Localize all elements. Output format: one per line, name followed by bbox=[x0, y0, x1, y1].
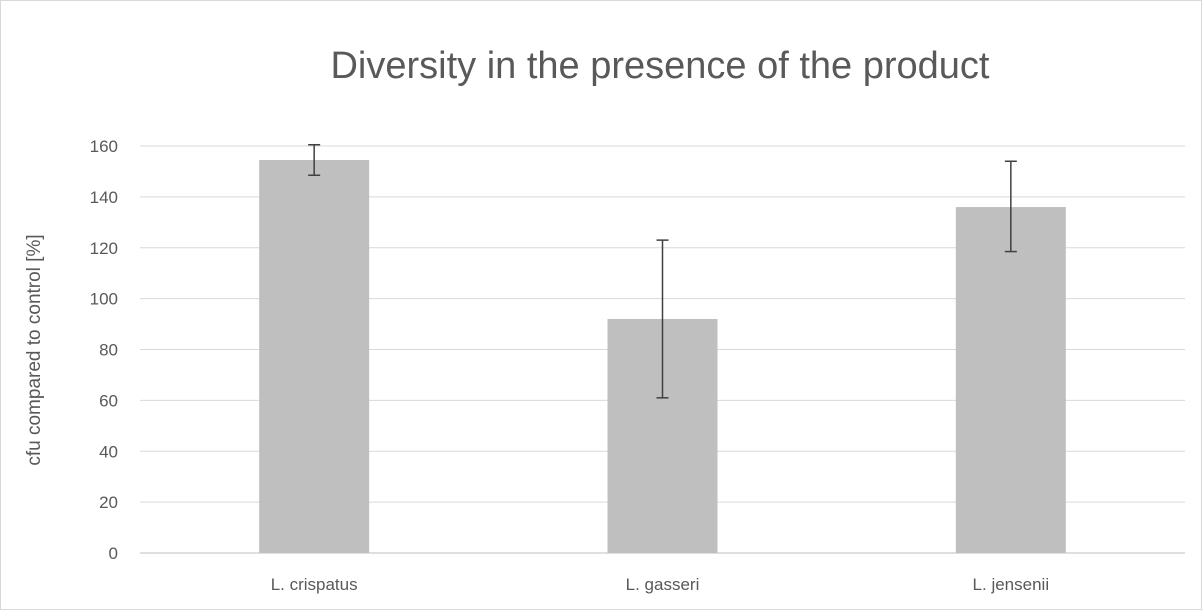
y-tick-label: 100 bbox=[90, 290, 118, 309]
y-tick-label: 60 bbox=[99, 391, 118, 410]
y-tick-label: 80 bbox=[99, 341, 118, 360]
x-tick-label: L. gasseri bbox=[626, 575, 700, 594]
y-tick-label: 160 bbox=[90, 137, 118, 156]
chart-title: Diversity in the presence of the product bbox=[330, 45, 989, 87]
x-tick-labels: L. crispatus L. gasseri L. jensenii bbox=[271, 575, 1049, 594]
y-tick-label: 140 bbox=[90, 188, 118, 207]
y-tick-label: 40 bbox=[99, 442, 118, 461]
error-bars bbox=[308, 143, 1017, 399]
bar bbox=[259, 159, 370, 553]
x-tick-label: L. crispatus bbox=[271, 575, 358, 594]
y-tick-label: 20 bbox=[99, 493, 118, 512]
y-axis-label: cfu compared to control [%] bbox=[24, 234, 45, 465]
x-tick-label: L. jensenii bbox=[973, 575, 1050, 594]
y-tick-label: 120 bbox=[90, 239, 118, 258]
y-tick-labels: 0 20 40 60 80 100 120 140 160 bbox=[90, 137, 118, 563]
y-tick-label: 0 bbox=[109, 544, 118, 563]
bar bbox=[955, 207, 1066, 554]
bars bbox=[259, 159, 1066, 554]
